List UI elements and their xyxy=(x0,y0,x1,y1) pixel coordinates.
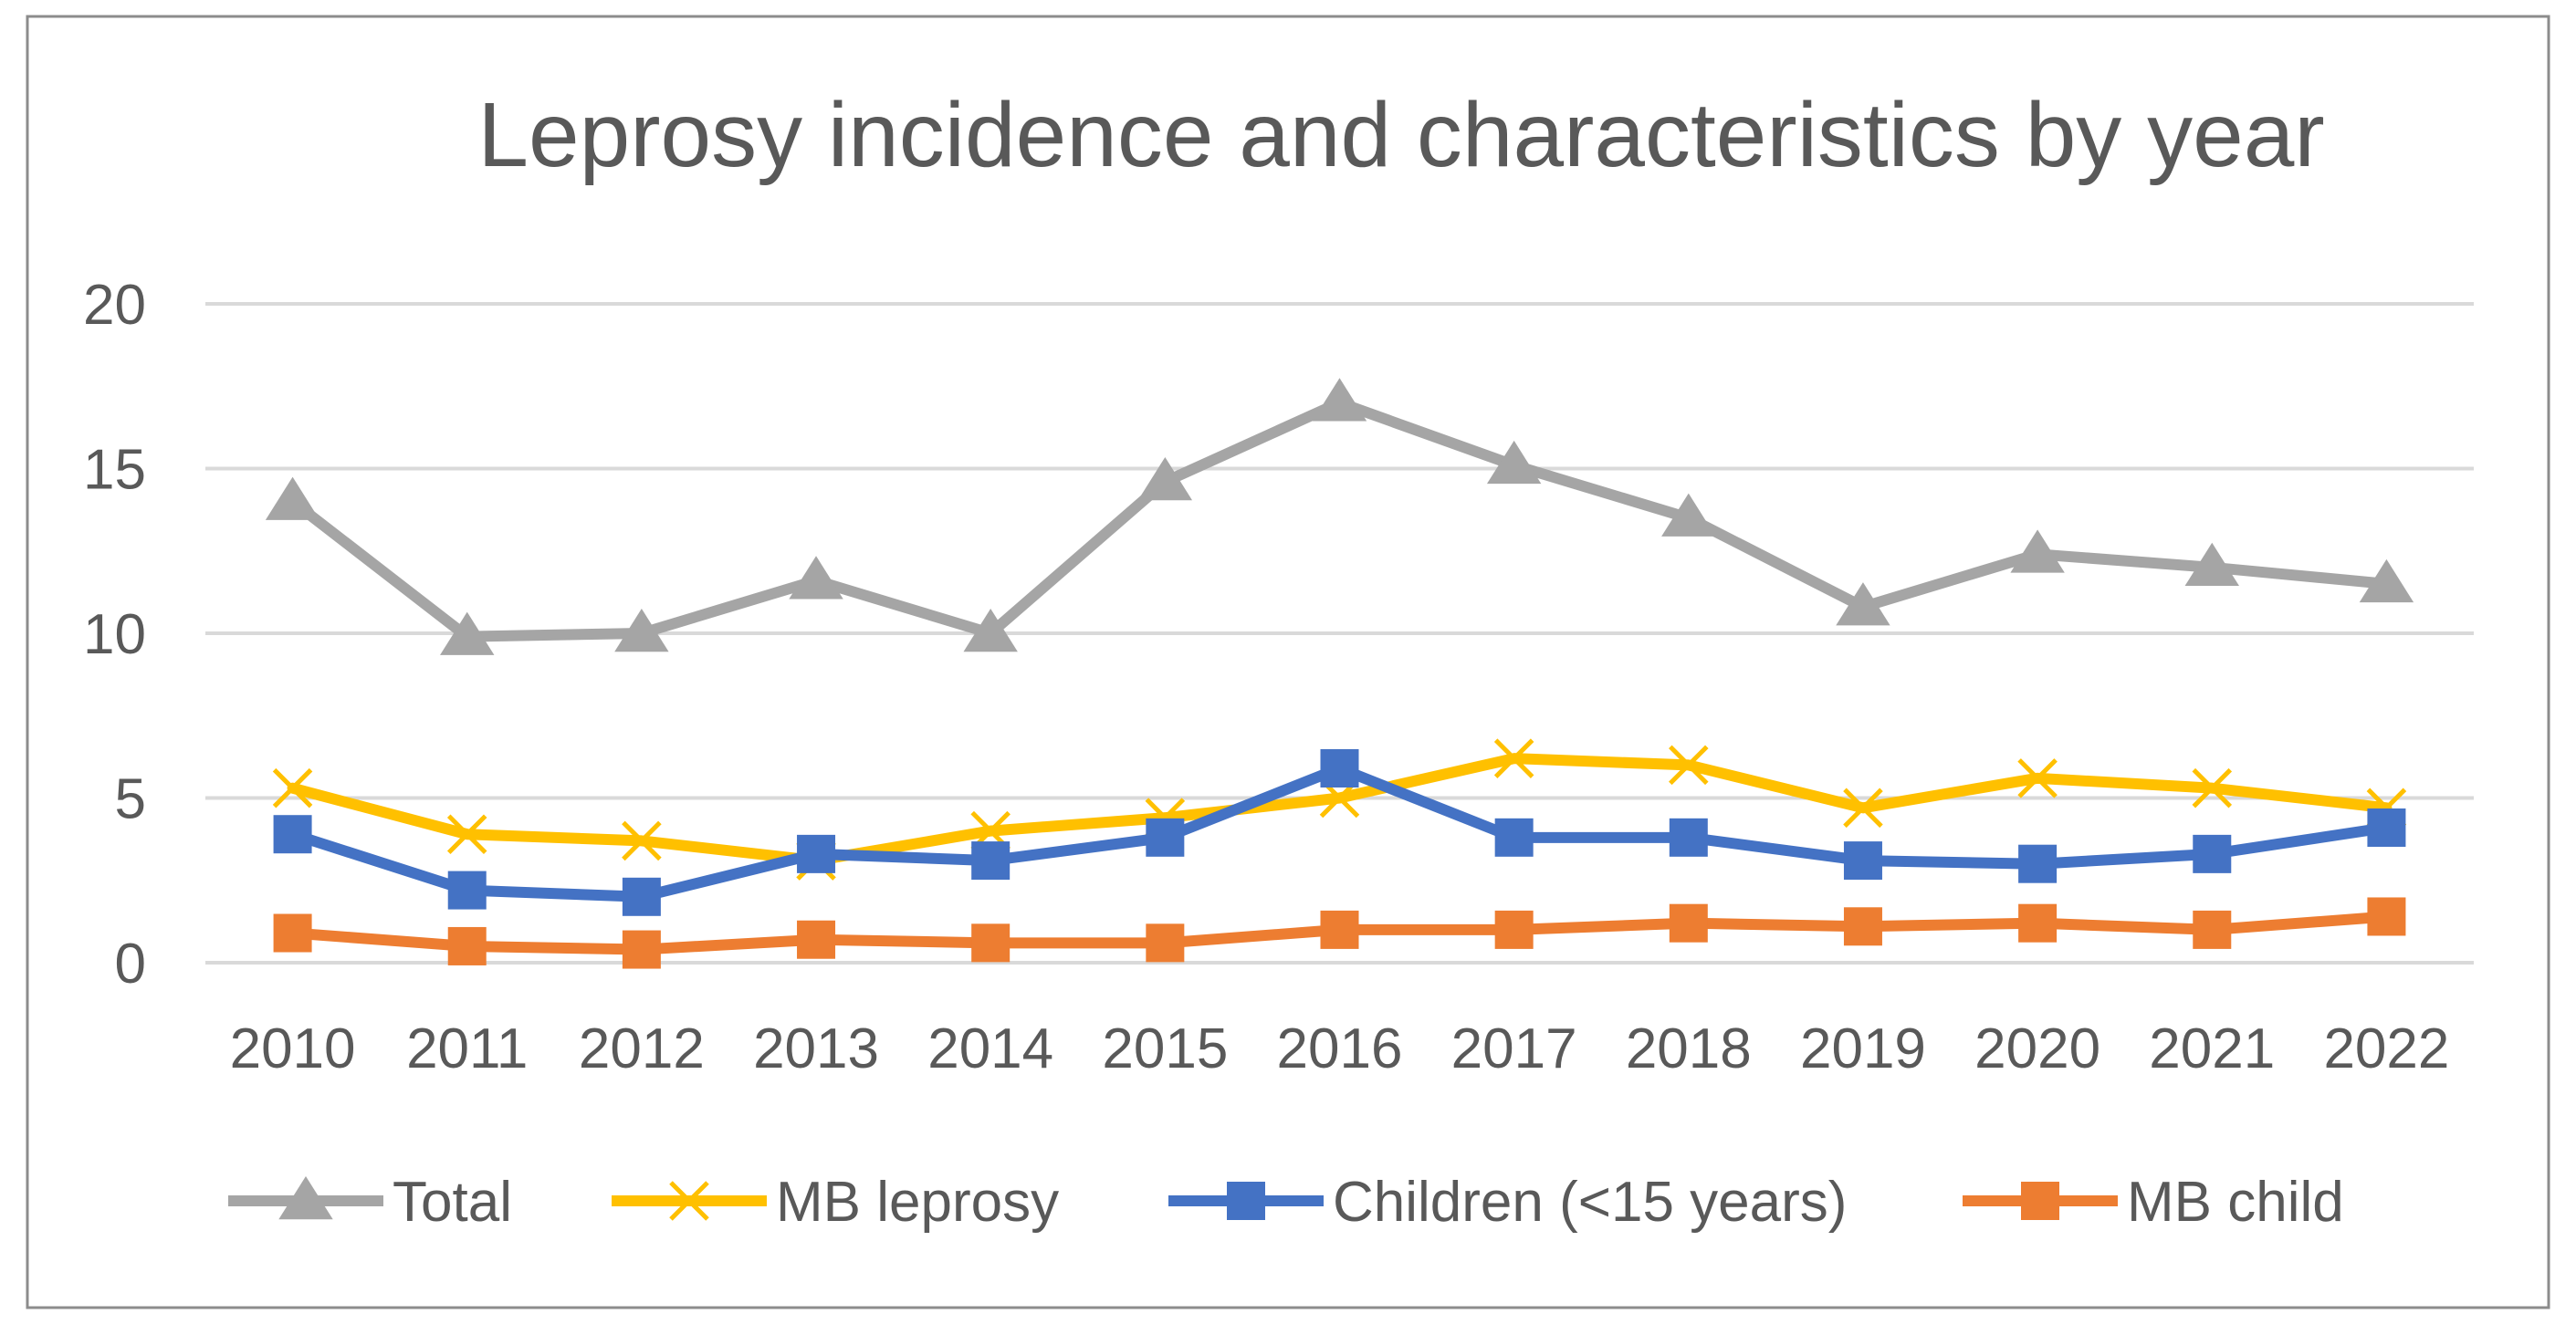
x-tick-label: 2022 xyxy=(2323,1017,2449,1080)
data-point xyxy=(2367,808,2406,847)
data-point xyxy=(1486,440,1542,485)
data-point xyxy=(2184,542,2239,587)
data-point xyxy=(2367,897,2406,936)
x-tick-label: 2013 xyxy=(753,1017,879,1080)
data-point xyxy=(1661,493,1716,537)
data-point xyxy=(789,556,843,600)
data-point xyxy=(963,609,1018,652)
data-point xyxy=(2017,758,2058,798)
y-tick-label: 15 xyxy=(83,439,146,502)
data-point xyxy=(797,920,836,959)
data-point xyxy=(2193,910,2232,949)
x-tick-label: 2015 xyxy=(1102,1017,1228,1080)
series-total xyxy=(265,378,2414,655)
legend-label: MB child xyxy=(2127,1171,2344,1234)
y-tick-label: 5 xyxy=(115,768,146,831)
legend-item: MB leprosy xyxy=(612,1171,1059,1234)
data-point xyxy=(272,767,313,808)
data-point xyxy=(1146,818,1185,857)
data-point xyxy=(2192,767,2233,808)
legend: Total MB leprosy Children (<15 years) MB ch… xyxy=(228,1171,2344,1234)
data-point xyxy=(797,834,836,873)
legend-marker xyxy=(278,1176,333,1220)
data-point xyxy=(447,926,487,965)
legend-marker xyxy=(2021,1182,2059,1220)
legend-marker xyxy=(1227,1182,1265,1220)
series-mb-child xyxy=(273,897,2406,969)
y-tick-label: 10 xyxy=(83,603,146,666)
x-tick-label: 2018 xyxy=(1626,1017,1752,1080)
data-point xyxy=(1843,787,1883,829)
data-point xyxy=(273,913,312,953)
x-tick-label: 2021 xyxy=(2149,1017,2275,1080)
x-tick-label: 2016 xyxy=(1277,1017,1403,1080)
legend-label: Total xyxy=(393,1171,512,1234)
data-point xyxy=(446,814,487,854)
x-tick-label: 2017 xyxy=(1451,1017,1577,1080)
legend-label: Children (<15 years) xyxy=(1333,1171,1847,1234)
data-point xyxy=(1843,907,1882,946)
x-axis-ticks: 2010 2011 2012 2013 2014 2015 2016 2017 2018 2019… xyxy=(230,1017,2450,1080)
series-layer xyxy=(265,378,2414,969)
y-axis-ticks: 0 5 10 15 20 xyxy=(83,274,146,996)
series-children-15-years xyxy=(273,749,2406,916)
data-point xyxy=(273,815,312,854)
data-point xyxy=(2359,558,2414,603)
data-point xyxy=(971,923,1011,963)
data-point xyxy=(1669,745,1709,786)
data-point xyxy=(1494,818,1534,857)
y-tick-label: 0 xyxy=(115,933,146,996)
chart-border xyxy=(26,15,2550,1309)
y-tick-label: 20 xyxy=(83,274,146,337)
data-point xyxy=(1320,749,1359,788)
data-point xyxy=(614,609,669,652)
data-point xyxy=(622,930,661,969)
data-point xyxy=(1669,903,1708,943)
data-point xyxy=(622,820,662,861)
data-point xyxy=(971,841,1011,881)
x-tick-label: 2020 xyxy=(1974,1017,2100,1080)
data-point xyxy=(1493,738,1534,778)
legend-label: MB leprosy xyxy=(776,1171,1059,1234)
legend-item: Children (<15 years) xyxy=(1168,1171,1847,1234)
data-point xyxy=(622,877,661,916)
x-tick-label: 2011 xyxy=(406,1017,528,1080)
data-point xyxy=(2193,834,2232,873)
data-point xyxy=(447,871,487,910)
data-point xyxy=(2018,903,2058,943)
data-point xyxy=(1137,456,1193,501)
x-tick-label: 2010 xyxy=(230,1017,356,1080)
x-tick-label: 2012 xyxy=(579,1017,705,1080)
data-point xyxy=(1669,818,1708,857)
data-point xyxy=(1843,841,1882,881)
data-point xyxy=(1312,378,1367,422)
data-point xyxy=(1146,923,1185,963)
series-mb-leprosy xyxy=(272,738,2407,881)
data-point xyxy=(1836,582,1890,626)
chart-title: Leprosy incidence and characteristics by… xyxy=(477,84,2324,186)
legend-item: Total xyxy=(228,1171,512,1234)
x-tick-label: 2019 xyxy=(1800,1017,1926,1080)
data-point xyxy=(265,476,320,520)
data-point xyxy=(2018,844,2058,883)
legend-marker xyxy=(669,1181,709,1221)
x-tick-label: 2014 xyxy=(927,1017,1053,1080)
legend-item: MB child xyxy=(1963,1171,2344,1234)
data-point xyxy=(440,611,495,655)
data-point xyxy=(1494,910,1534,949)
data-point xyxy=(1320,910,1359,949)
data-point xyxy=(2010,529,2065,573)
